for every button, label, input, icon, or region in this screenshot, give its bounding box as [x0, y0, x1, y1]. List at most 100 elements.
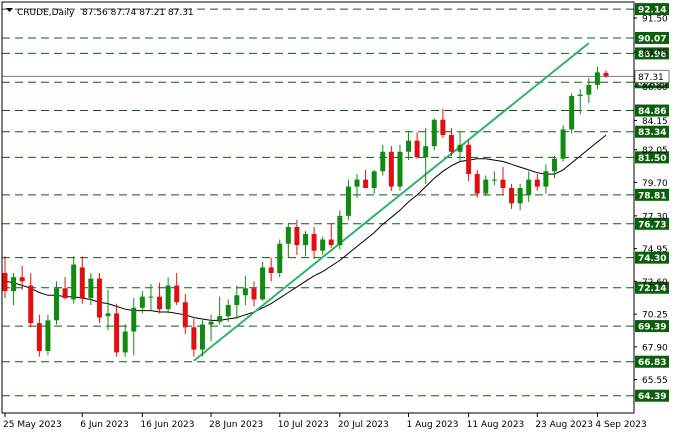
candle — [79, 256, 85, 304]
level-tag-label: 76.73 — [638, 220, 666, 230]
level-tag — [635, 104, 669, 117]
y-tick-label: 91.50 — [642, 15, 668, 25]
candle — [474, 169, 480, 198]
candle-body — [234, 295, 240, 306]
candle — [371, 169, 377, 194]
candle-body — [517, 187, 523, 204]
candle — [431, 118, 437, 151]
candle-body — [431, 119, 437, 147]
y-tick-label: 65.55 — [642, 376, 668, 386]
candle — [11, 272, 17, 306]
candle-body — [251, 288, 257, 300]
candle-body — [577, 94, 583, 97]
candle-body — [225, 305, 231, 317]
candle — [268, 257, 274, 282]
candle-body — [594, 72, 600, 85]
dropdown-triangle-icon — [6, 8, 13, 12]
candle — [603, 70, 609, 78]
candle — [96, 272, 102, 324]
candles — [2, 66, 609, 357]
candle-body — [268, 267, 274, 273]
candle-body — [354, 179, 360, 187]
candle — [345, 179, 351, 221]
candle-body — [36, 323, 42, 352]
candle-body — [165, 285, 171, 310]
candle-body — [311, 233, 317, 251]
candle — [594, 66, 600, 90]
chart-header: CRUDE,Daily 87.56 87.74 87.21 87.31 — [6, 8, 194, 18]
candle — [217, 296, 223, 325]
candle — [320, 236, 326, 255]
candle-body — [345, 186, 351, 216]
candle — [303, 231, 308, 257]
ohlc-readout: 87.56 87.74 87.21 87.31 — [82, 8, 194, 18]
level-tag-label: 84.86 — [638, 107, 666, 117]
x-tick-label: 28 Jun 2023 — [209, 420, 263, 430]
level-tag — [635, 281, 669, 294]
candle-body — [440, 119, 446, 136]
candle-body — [466, 144, 472, 175]
x-tick-label: 20 Jul 2023 — [338, 420, 389, 430]
level-tag-label: 81.50 — [638, 154, 666, 164]
candle — [294, 220, 300, 255]
level-tag — [635, 389, 669, 402]
candle — [148, 284, 154, 311]
level-lines — [2, 8, 634, 397]
candle-body — [191, 327, 197, 350]
candle — [328, 224, 334, 248]
candle — [36, 314, 42, 357]
candle-body — [199, 324, 205, 350]
plot-frame — [1, 1, 635, 414]
candle-body — [569, 96, 575, 130]
trendline-layer — [193, 42, 590, 362]
candle-body — [388, 151, 394, 187]
candle — [277, 239, 283, 278]
candle — [534, 174, 540, 191]
level-tag — [635, 320, 669, 333]
candle-body — [526, 179, 532, 195]
candle-body — [371, 171, 377, 188]
candle-body — [534, 179, 540, 187]
candle-body — [406, 140, 412, 152]
y-tick-label: 82.05 — [642, 146, 668, 156]
ma-line — [4, 134, 607, 321]
candle-body — [19, 277, 25, 282]
level-tag — [635, 31, 669, 44]
candle — [517, 183, 523, 211]
x-tick-label: 10 Jul 2023 — [278, 420, 329, 430]
candle — [19, 266, 25, 290]
candle-body — [242, 288, 248, 296]
level-tag — [635, 151, 669, 164]
candle — [45, 314, 51, 356]
candle — [423, 128, 429, 184]
candle — [225, 299, 231, 322]
candle — [199, 320, 205, 357]
candle-body — [157, 296, 163, 310]
price-axis: 92.14 90.07 88.96 86.89 84.86 83.34 81.50 78.81… — [634, 3, 670, 402]
level-tag-label: 92.14 — [638, 6, 666, 16]
candle-body — [54, 288, 60, 321]
y-tick-label: 72.60 — [642, 278, 668, 288]
level-tag-label: 69.39 — [638, 323, 666, 333]
candle — [560, 125, 566, 162]
candle — [337, 210, 343, 250]
level-tag — [635, 125, 669, 138]
level-tag — [635, 3, 669, 16]
candle-body — [122, 331, 128, 353]
candle — [54, 281, 60, 325]
current-price-tag — [634, 69, 670, 83]
candle-body — [328, 239, 334, 246]
y-tick-label: 74.95 — [642, 245, 668, 255]
trendline — [193, 42, 590, 362]
candle-body — [148, 296, 154, 298]
candle — [208, 314, 214, 342]
candle — [448, 128, 454, 156]
candle — [139, 291, 145, 314]
level-tag-label: 66.83 — [638, 358, 666, 368]
symbol-label: CRUDE,Daily — [17, 8, 75, 18]
frame — [1, 1, 635, 414]
candle-body — [320, 239, 326, 251]
candle-body — [483, 179, 489, 194]
candle — [414, 132, 420, 159]
